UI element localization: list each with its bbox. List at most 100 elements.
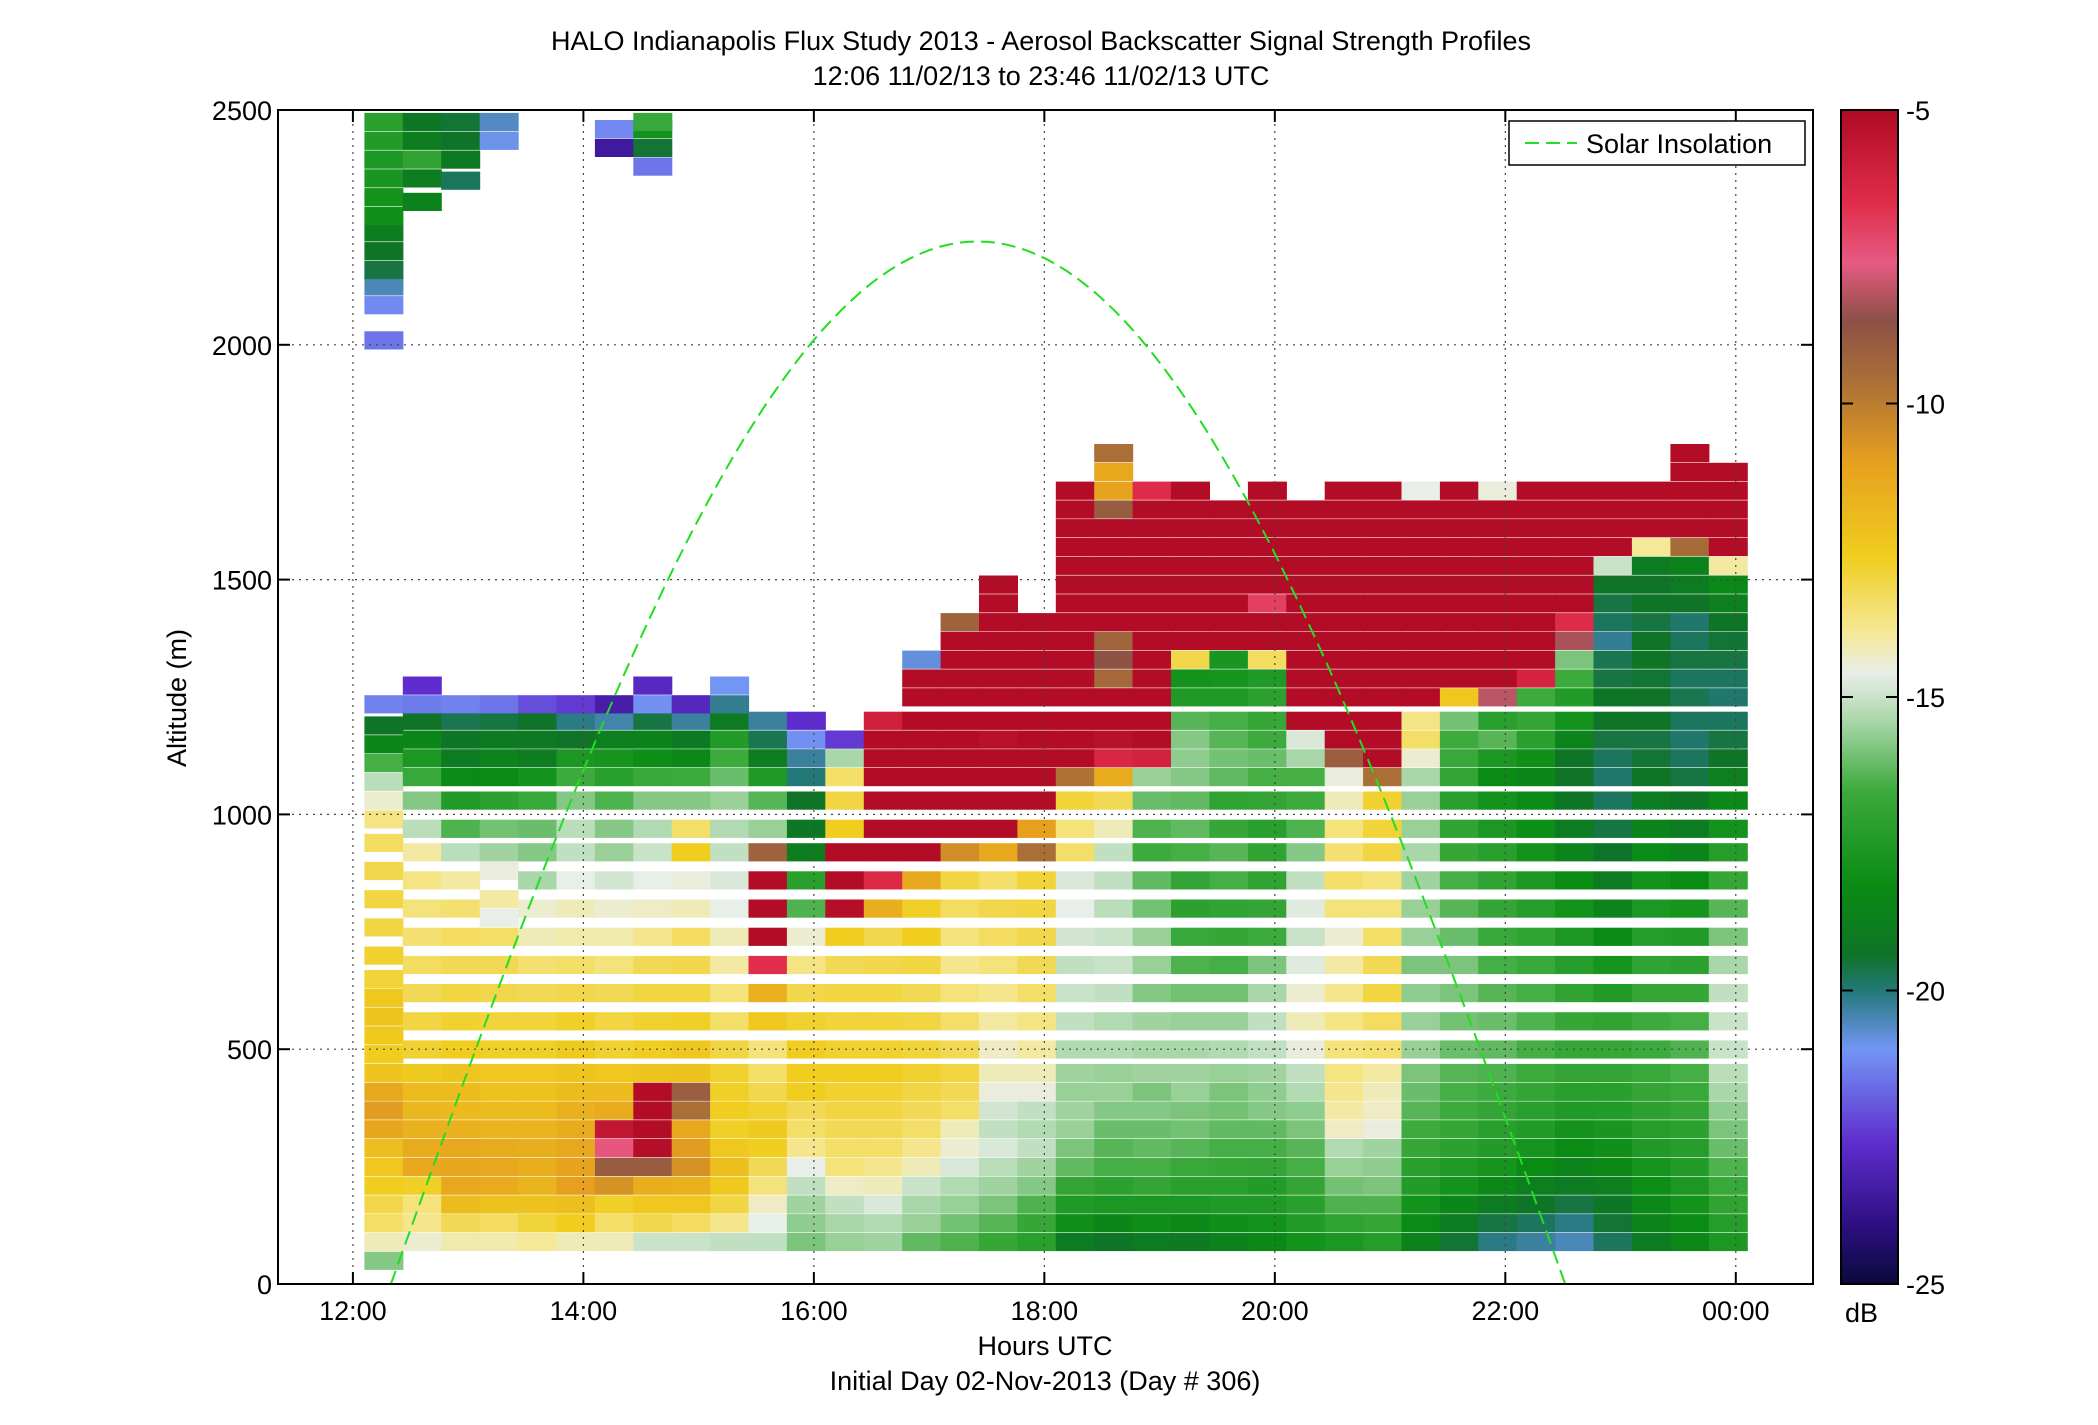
heatmap-cell (1401, 1139, 1441, 1158)
heatmap-cell (364, 1195, 404, 1214)
heatmap-cell (1132, 927, 1172, 946)
heatmap-cell (364, 1139, 404, 1158)
heatmap-cell (1055, 1101, 1095, 1120)
heatmap-cell (940, 871, 980, 890)
heatmap-cell (902, 1063, 942, 1083)
heatmap-cell (671, 819, 711, 838)
heatmap-cell (1670, 444, 1710, 463)
heatmap-cell (1132, 768, 1172, 787)
heatmap-cell (1132, 669, 1172, 688)
y-tick-label: 500 (227, 1035, 272, 1065)
heatmap-cell (1593, 768, 1633, 787)
heatmap-cell (594, 819, 634, 838)
colorbar: -5 -10 -15 -20 -25 dB (1840, 96, 1945, 1328)
heatmap-cell (1247, 1139, 1287, 1158)
heatmap-cell (441, 1012, 481, 1031)
heatmap-cell (1094, 730, 1134, 749)
heatmap-cell (1017, 1214, 1057, 1233)
heatmap-cell (979, 575, 1018, 594)
heatmap-cell (1593, 1195, 1633, 1214)
heatmap-cell (1132, 1063, 1172, 1083)
heatmap-cell (1132, 955, 1172, 975)
heatmap-cell (1363, 871, 1403, 890)
heatmap-cell (1516, 819, 1556, 838)
heatmap-cell (1439, 1082, 1479, 1101)
heatmap-cell (1055, 1012, 1095, 1031)
heatmap-cell (1209, 711, 1249, 730)
heatmap-cell (1286, 984, 1326, 1003)
heatmap-cell (1286, 1040, 1326, 1059)
heatmap-cell (1324, 1232, 1364, 1252)
heatmap-cell (364, 1251, 404, 1270)
heatmap-cell (1209, 749, 1249, 768)
heatmap-cell (1401, 1012, 1441, 1031)
heatmap-cell (518, 871, 558, 890)
heatmap-cell (902, 819, 942, 838)
heatmap-cell (364, 1063, 404, 1083)
heatmap-cell (1209, 1157, 1249, 1176)
heatmap-cell (1324, 594, 1364, 613)
heatmap-cell (364, 260, 404, 280)
heatmap-cell (402, 927, 442, 946)
heatmap-cell (1555, 791, 1595, 810)
heatmap-cell (1516, 1157, 1556, 1176)
y-tick-label: 1000 (212, 800, 272, 830)
heatmap-cell (1439, 631, 1479, 650)
heatmap-cell (1055, 1214, 1095, 1233)
heatmap-cell (979, 955, 1018, 975)
heatmap-cell (364, 331, 404, 350)
heatmap-cell (1247, 1082, 1287, 1101)
heatmap-cell (863, 899, 903, 918)
heatmap-cell (1401, 1214, 1441, 1233)
heatmap-cell (364, 1007, 404, 1026)
heatmap-cell (1363, 688, 1403, 707)
heatmap-cell (902, 650, 942, 669)
heatmap-cell (1363, 1214, 1403, 1233)
heatmap-cell (441, 749, 481, 768)
heatmap-cell (1708, 791, 1748, 810)
heatmap-cell (1171, 481, 1210, 500)
heatmap-cell (441, 112, 481, 132)
heatmap-cell (1209, 791, 1249, 810)
heatmap-cell (1247, 1176, 1287, 1195)
heatmap-cell (1439, 1232, 1479, 1252)
heatmap-cell (1478, 1157, 1518, 1176)
heatmap-cell (1363, 749, 1403, 768)
heatmap-cell (1324, 843, 1364, 862)
heatmap-cell (1478, 613, 1518, 632)
heatmap-cell (1439, 575, 1479, 594)
heatmap-cell (1516, 1063, 1556, 1083)
heatmap-cell (748, 1176, 788, 1195)
heatmap-cell (825, 819, 865, 838)
heatmap-cell (1439, 556, 1479, 575)
heatmap-cell (710, 1214, 750, 1233)
heatmap-cell (748, 1157, 788, 1176)
heatmap-cell (1324, 749, 1364, 768)
heatmap-cell (1631, 1012, 1671, 1031)
heatmap-cell (1286, 537, 1326, 557)
heatmap-cell (1670, 730, 1710, 749)
heatmap-cell (1247, 556, 1287, 575)
heatmap-cell (1055, 1232, 1095, 1252)
heatmap-cell (710, 1139, 750, 1158)
heatmap-cell (902, 1012, 942, 1031)
heatmap-cell (1439, 927, 1479, 946)
heatmap-cell (979, 1195, 1018, 1214)
heatmap-cell (1708, 519, 1748, 538)
heatmap-cell (940, 791, 980, 810)
heatmap-cell (441, 695, 481, 714)
heatmap-cell (671, 1120, 711, 1139)
heatmap-cell (748, 711, 788, 730)
heatmap-cell (1094, 500, 1134, 519)
heatmap-cell (633, 730, 673, 749)
heatmap-cell (1401, 1063, 1441, 1083)
heatmap-cell (1286, 1232, 1326, 1252)
heatmap-cell (825, 1120, 865, 1139)
heatmap-cell (1593, 688, 1633, 707)
heatmap-cell (364, 716, 404, 735)
heatmap-cell (633, 984, 673, 1003)
heatmap-cell (1439, 500, 1479, 519)
solar-insolation-line (389, 240, 1567, 1285)
heatmap-cell (364, 277, 404, 296)
heatmap-cell (1094, 1214, 1134, 1233)
